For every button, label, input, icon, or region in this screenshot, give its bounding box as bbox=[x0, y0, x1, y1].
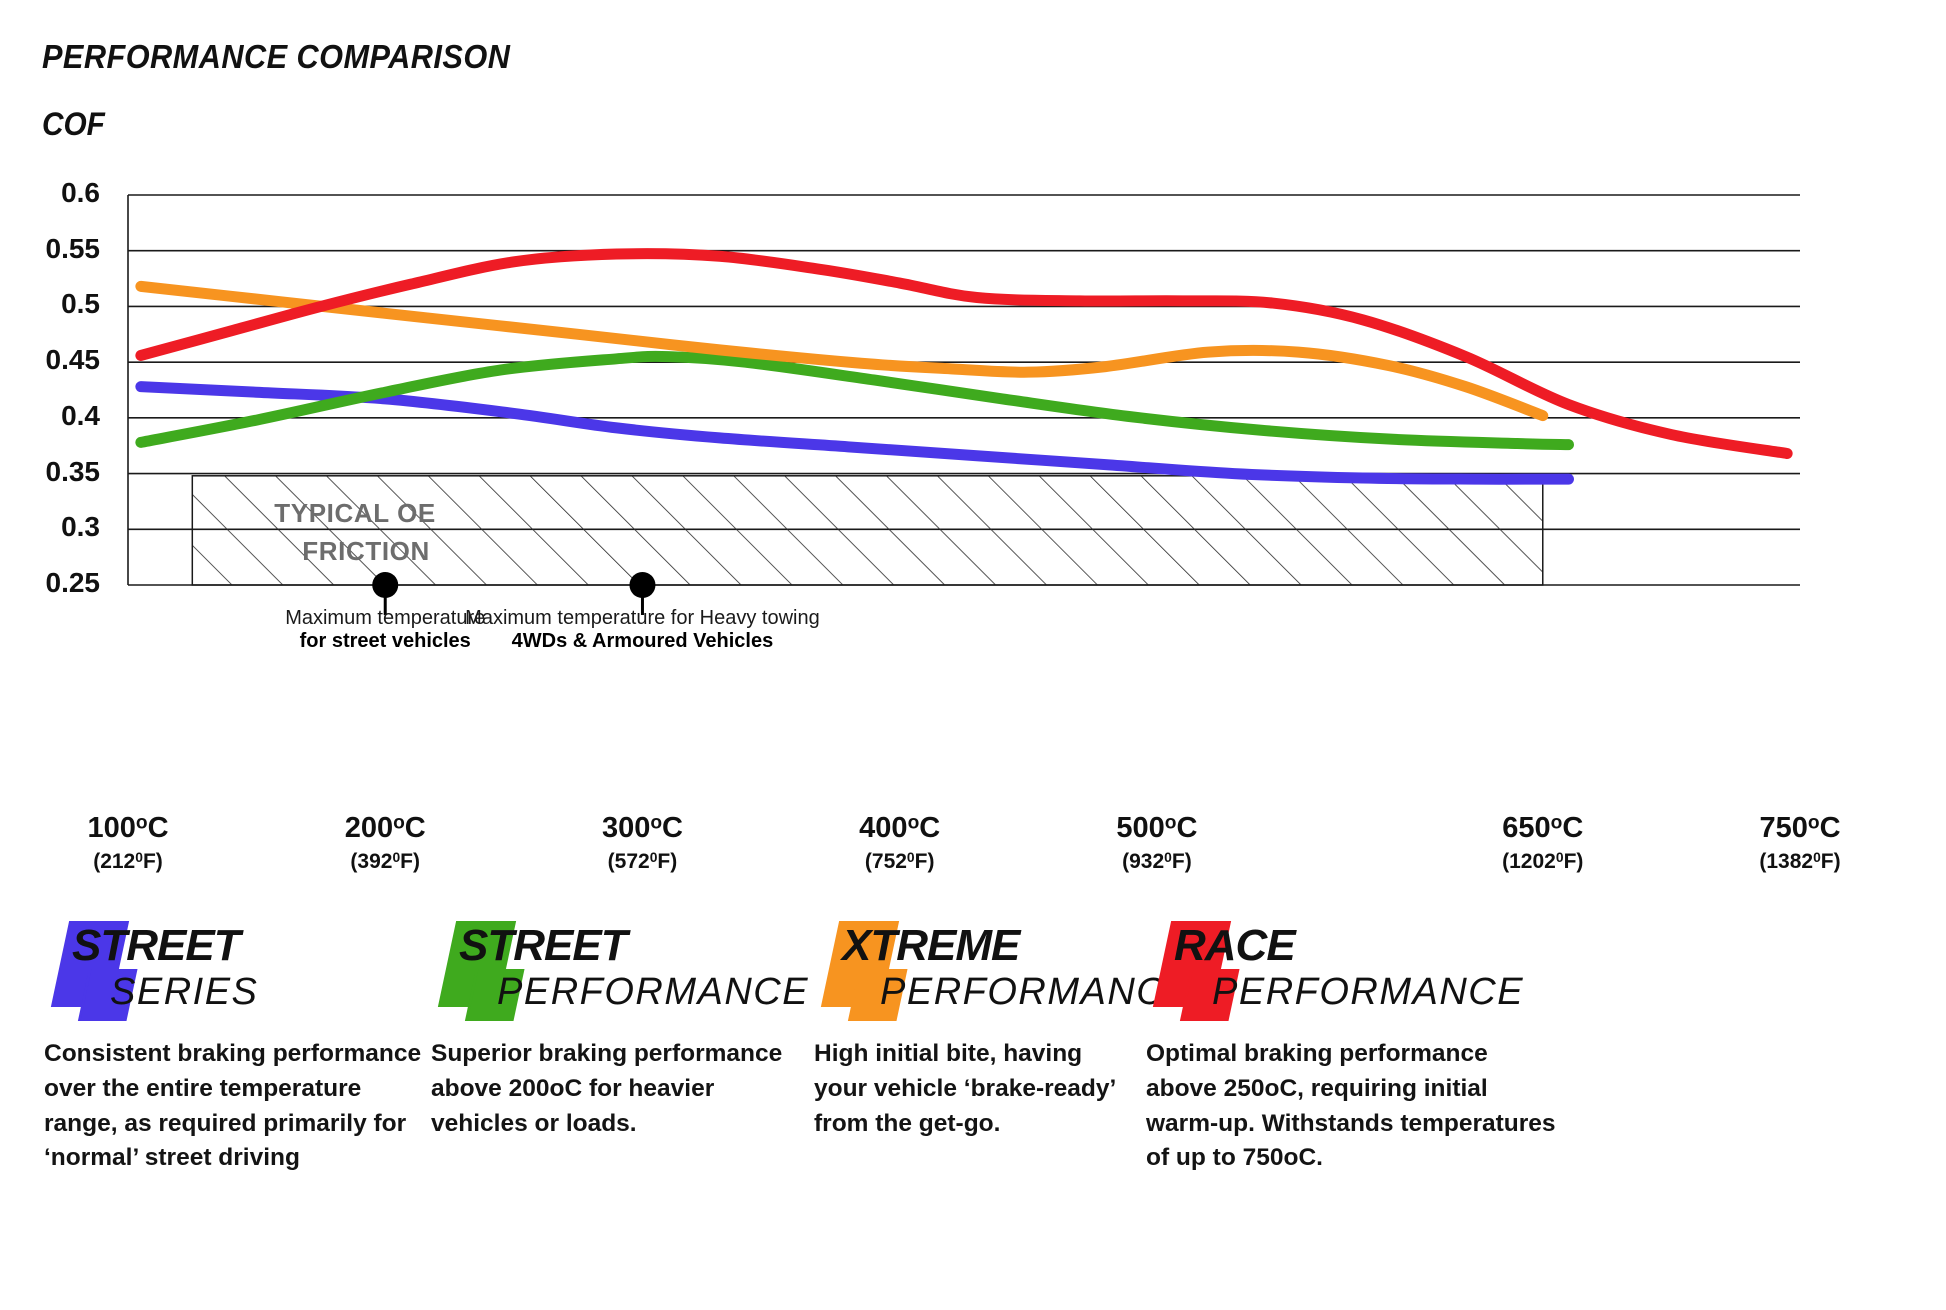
x-tick-fahrenheit: (13820F) bbox=[1759, 849, 1841, 874]
marker-annotation-line2: for street vehicles bbox=[299, 630, 471, 652]
y-tick-0-25: 0.25 bbox=[45, 567, 101, 598]
product-logo: XTREME PERFORMANCE bbox=[808, 915, 1191, 1025]
product-card-street-series[interactable]: STREET SERIES Consistent braking performan… bbox=[38, 915, 428, 1171]
product-card-xtreme-performance[interactable]: XTREME PERFORMANCE High initial bite, havi… bbox=[808, 915, 1191, 1137]
product-description: Consistent braking performance over the … bbox=[44, 1040, 422, 1172]
product-logo: STREET PERFORMANCE bbox=[425, 915, 808, 1025]
product-description: Superior braking performance above 200oC… bbox=[431, 1040, 783, 1137]
y-tick-0-6: 0.6 bbox=[61, 177, 100, 208]
x-tick-100: 100oC (2120F) bbox=[38, 812, 218, 874]
product-logo-bottom-text: PERFORMANCE bbox=[1212, 971, 1525, 1013]
x-tick-fahrenheit: (12020F) bbox=[1502, 849, 1584, 874]
oe-band-label-line1: TYPICAL OE bbox=[274, 497, 436, 528]
performance-chart: TYPICAL OE FRICTION bbox=[0, 150, 1946, 850]
product-logo-top-text: XTREME bbox=[842, 921, 1020, 970]
y-tick-0-3: 0.3 bbox=[61, 511, 100, 543]
typical-oe-friction-band bbox=[191, 475, 1544, 586]
product-logo-bottom-text: PERFORMANCE bbox=[497, 971, 810, 1013]
product-description: Optimal braking performance above 250oC,… bbox=[1146, 1040, 1556, 1172]
x-tick-celsius: 100oC bbox=[87, 812, 169, 844]
y-tick-0-4: 0.4 bbox=[61, 399, 100, 431]
y-tick-0-35: 0.35 bbox=[45, 455, 101, 487]
x-tick-650: 650oC (12020F) bbox=[1453, 812, 1633, 874]
product-logo-top-text: RACE bbox=[1174, 921, 1296, 970]
x-tick-celsius: 750oC bbox=[1759, 812, 1841, 844]
product-legend: STREET SERIES Consistent braking performan… bbox=[0, 915, 1946, 1310]
product-logo-top-text: STREET bbox=[459, 921, 628, 970]
product-card-street-performance[interactable]: STREET PERFORMANCE Superior braking perfor… bbox=[425, 915, 808, 1137]
x-tick-celsius: 500oC bbox=[1116, 812, 1198, 844]
x-tick-celsius: 300oC bbox=[601, 812, 683, 844]
product-logo: STREET SERIES bbox=[38, 915, 428, 1025]
page-title: PERFORMANCE COMPARISON bbox=[42, 38, 511, 75]
y-axis-tick-labels: 0.6 0.55 0.5 0.45 0.4 0.35 0.3 0.25 bbox=[0, 150, 101, 850]
chart-plot-svg bbox=[127, 194, 1800, 615]
x-tick-300: 300oC (5720F) bbox=[552, 812, 732, 874]
x-tick-750: 750oC (13820F) bbox=[1710, 812, 1890, 874]
x-tick-200: 200oC (3920F) bbox=[295, 812, 475, 874]
oe-band-label-line2: FRICTION bbox=[302, 535, 430, 566]
marker-annotation-line1: Maximum temperature bbox=[285, 607, 486, 629]
y-tick-0-55: 0.55 bbox=[45, 232, 101, 264]
chart-marker-dots bbox=[372, 572, 656, 615]
x-tick-500: 500oC (9320F) bbox=[1067, 812, 1247, 874]
y-tick-0-45: 0.45 bbox=[45, 344, 101, 376]
product-logo-bottom-text: PERFORMANCE bbox=[880, 971, 1193, 1013]
marker-annotation-2: Maximum temperature for Heavy towing 4WDs… bbox=[465, 607, 820, 653]
product-card-race-performance[interactable]: RACE PERFORMANCE Optimal braking performan… bbox=[1140, 915, 1560, 1171]
y-tick-0-5: 0.5 bbox=[61, 288, 100, 320]
x-tick-fahrenheit: (9320F) bbox=[1122, 849, 1192, 874]
marker-annotation-1: Maximum temperature for street vehicles bbox=[285, 607, 485, 653]
product-logo: RACE PERFORMANCE bbox=[1140, 915, 1560, 1025]
marker-annotation-line1: Maximum temperature for Heavy towing bbox=[465, 607, 820, 629]
product-logo-top-text: STREET bbox=[72, 921, 241, 970]
x-tick-celsius: 400oC bbox=[859, 812, 941, 844]
product-description: High initial bite, having your vehicle ‘… bbox=[814, 1040, 1115, 1137]
x-tick-fahrenheit: (5720F) bbox=[607, 849, 678, 874]
chart-series-lines bbox=[135, 248, 1793, 485]
x-tick-fahrenheit: (3920F) bbox=[350, 849, 420, 874]
x-tick-celsius: 650oC bbox=[1502, 812, 1584, 844]
x-tick-celsius: 200oC bbox=[344, 812, 426, 844]
x-tick-fahrenheit: (2120F) bbox=[93, 849, 163, 874]
x-tick-fahrenheit: (7520F) bbox=[864, 849, 935, 874]
product-logo-bottom-text: SERIES bbox=[110, 971, 259, 1013]
x-tick-400: 400oC (7520F) bbox=[810, 812, 990, 874]
y-axis-title: COF bbox=[42, 106, 105, 142]
marker-annotation-line2: 4WDs & Armoured Vehicles bbox=[511, 630, 774, 652]
